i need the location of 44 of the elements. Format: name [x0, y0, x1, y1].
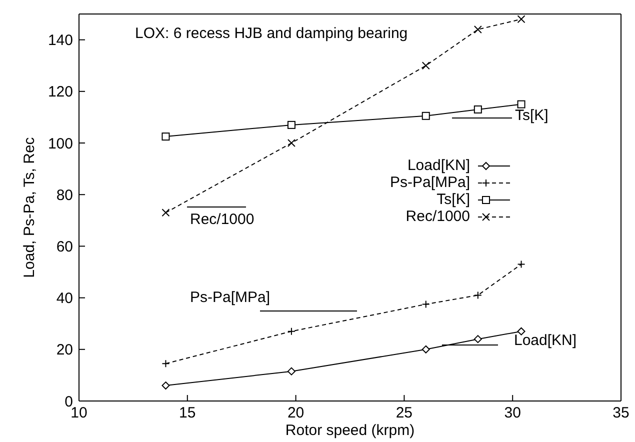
x-tick-label: 25: [396, 404, 413, 422]
y-tick-label: 80: [56, 186, 73, 204]
x-tick-label: 15: [179, 404, 196, 422]
legend-label: Ps-Pa[MPa]: [390, 174, 470, 191]
point: [422, 112, 430, 120]
x-tick-label: 30: [504, 404, 521, 422]
x-tick-label: 10: [70, 404, 88, 422]
point: [474, 335, 482, 344]
point: [474, 105, 482, 114]
x-tick-label: 20: [287, 404, 304, 422]
annotation: Ps-Pa[MPa]: [190, 289, 270, 306]
point: [422, 345, 430, 354]
point: [287, 139, 296, 147]
x-axis-title: Rotor speed (krpm): [285, 422, 415, 439]
point: [517, 15, 526, 24]
point: [162, 132, 170, 141]
y-tick-label: 120: [48, 84, 73, 101]
point: [287, 120, 296, 129]
point: [517, 260, 526, 268]
legend-label: Load[KN]: [407, 157, 470, 174]
point: [162, 382, 170, 390]
legend-label: Rec/1000: [406, 208, 470, 225]
annotation: Rec/1000: [190, 211, 254, 228]
annotation: Ts[K]: [515, 107, 548, 124]
point: [162, 360, 170, 368]
y-tick-label: 40: [56, 290, 73, 308]
y-tick-label: 60: [56, 238, 73, 256]
y-axis-title: Load, Ps-Pa, Ts, Rec: [20, 136, 38, 278]
point: [422, 62, 430, 70]
annotation: Load[KN]: [514, 332, 577, 349]
point: [422, 300, 430, 308]
point: [287, 367, 296, 376]
y-tick-label: 0: [64, 393, 73, 410]
y-tick-label: 140: [48, 32, 73, 50]
point: [474, 291, 482, 300]
y-tick-label: 20: [56, 342, 73, 359]
y-tick-label: 100: [48, 135, 73, 152]
legend-label: Ts[K]: [436, 191, 470, 208]
point: [162, 208, 170, 217]
point: [474, 25, 482, 34]
x-tick-label: 35: [612, 404, 630, 422]
text: LOX: 6 recess HJB and damping bearing: [135, 25, 408, 42]
point: [287, 327, 296, 336]
point: [517, 100, 526, 108]
